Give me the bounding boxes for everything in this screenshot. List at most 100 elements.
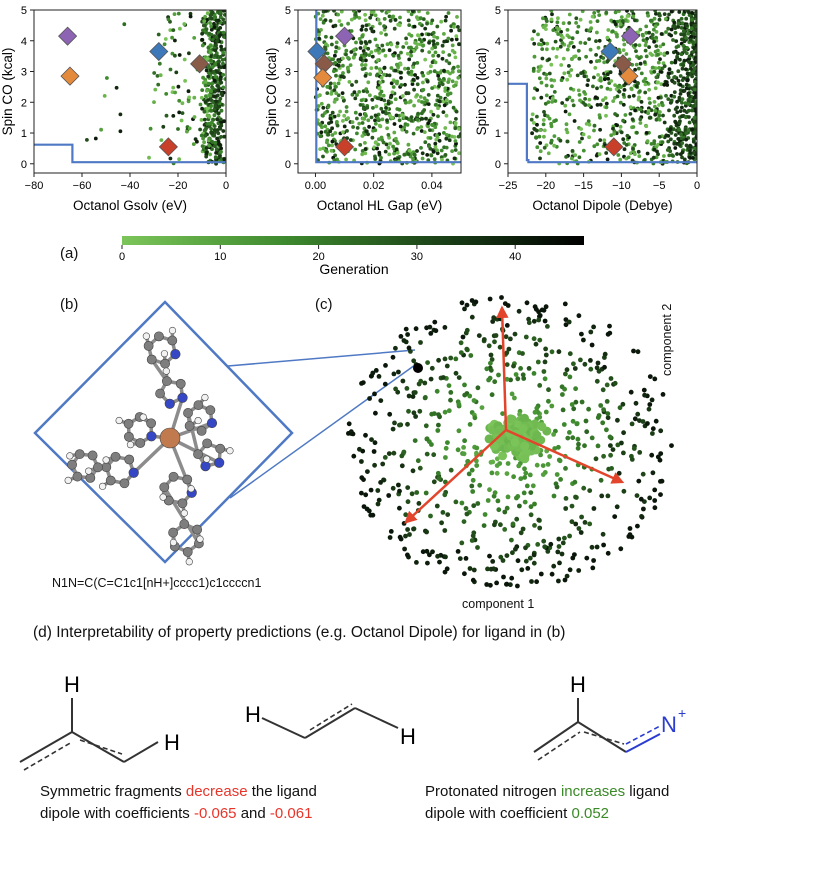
- scatter-point: [596, 73, 600, 77]
- scatter-point: [411, 156, 415, 161]
- scatter-point: [204, 154, 209, 159]
- scatter-point: [669, 60, 674, 65]
- scatter-point: [536, 69, 541, 73]
- scatter-point: [415, 93, 419, 97]
- scatter-point: [660, 140, 665, 145]
- scatter-point: [448, 120, 453, 125]
- pca-point: [563, 322, 569, 328]
- scatter-point: [633, 67, 637, 72]
- scatter-point: [342, 113, 347, 118]
- highlight-diamond-orange: [60, 66, 80, 86]
- scatter-point: [206, 74, 211, 79]
- scatter-point: [675, 105, 679, 110]
- scatter-point: [674, 39, 679, 43]
- molecule-atom: [93, 462, 103, 473]
- pca-point: [490, 559, 496, 564]
- scatter-point: [595, 142, 600, 147]
- scatter-point: [638, 117, 643, 122]
- scatter-point: [336, 93, 341, 98]
- scatter-point: [371, 106, 375, 110]
- scatter-point: [205, 57, 210, 61]
- scatter-point: [156, 32, 161, 37]
- scatter-point: [666, 139, 671, 144]
- scatter-point: [652, 69, 657, 74]
- scatter-point: [376, 17, 381, 22]
- pca-point: [407, 532, 412, 537]
- pca-point: [589, 544, 595, 550]
- scatter-point: [177, 110, 182, 115]
- pca-point: [430, 549, 435, 555]
- pca-point: [448, 355, 454, 361]
- scatter-point: [615, 123, 619, 128]
- scatter-point: [617, 89, 622, 94]
- scatter-point: [212, 78, 217, 83]
- scatter-point: [623, 18, 628, 23]
- scatter-point: [323, 18, 328, 22]
- scatter-point: [539, 80, 544, 85]
- scatter-point: [663, 17, 668, 21]
- pca-point: [607, 330, 613, 336]
- scatter-point: [219, 108, 224, 113]
- scatter-point: [180, 111, 185, 115]
- scatter-point: [684, 137, 688, 142]
- scatter-point: [388, 141, 392, 146]
- pca-point: [481, 523, 487, 528]
- scatter-point: [405, 123, 410, 127]
- pca-point: [444, 363, 450, 369]
- pca-point: [467, 566, 473, 571]
- scatter-point: [366, 80, 371, 85]
- pca-point: [458, 340, 464, 346]
- zoom-line-bottom: [229, 364, 416, 499]
- scatter-point: [168, 67, 173, 72]
- pca-point: [502, 527, 508, 532]
- scatter-point: [452, 84, 456, 88]
- scatter-point: [435, 24, 440, 29]
- scatter-point: [661, 113, 665, 118]
- pca-point: [518, 530, 524, 536]
- scatter-point: [622, 88, 627, 92]
- scatter-point: [218, 33, 222, 37]
- scatter-point: [692, 45, 696, 50]
- pca-point: [601, 542, 606, 548]
- scatter-point: [188, 11, 193, 16]
- pca-point: [600, 531, 606, 537]
- scatter-point: [367, 124, 371, 129]
- scatter-point: [118, 112, 123, 117]
- scatter-point: [686, 31, 691, 36]
- y-axis-label: Spin CO (kcal): [474, 48, 489, 136]
- scatter-point: [644, 54, 649, 59]
- scatter-point: [676, 25, 681, 29]
- svg-text:H: H: [570, 672, 586, 697]
- scatter-point: [554, 118, 558, 123]
- scatter-point: [171, 85, 176, 90]
- scatter-point: [442, 32, 446, 36]
- scatter-point: [325, 85, 330, 89]
- scatter-point: [364, 113, 368, 118]
- scatter-point: [689, 26, 694, 31]
- scatter-point: [336, 113, 341, 118]
- pca-point: [553, 481, 559, 487]
- scatter-point: [556, 16, 560, 21]
- scatter-point: [415, 117, 420, 122]
- scatter-point: [634, 84, 639, 89]
- pca-point: [535, 542, 541, 547]
- molecule-atom: [159, 482, 170, 493]
- pca-point: [437, 559, 442, 565]
- pca-selected-point: [413, 363, 423, 373]
- scatter-point: [406, 142, 411, 147]
- scatter-point: [623, 113, 628, 117]
- pca-point: [475, 501, 481, 506]
- scatter-point: [429, 64, 433, 69]
- scatter-point: [219, 91, 224, 96]
- scatter-point: [629, 86, 634, 91]
- axes-frame: [507, 9, 698, 174]
- scatter-point: [374, 104, 379, 109]
- scatter-point: [644, 124, 649, 129]
- scatter-point: [426, 32, 431, 37]
- scatter-point: [384, 32, 388, 37]
- pca-point: [448, 467, 454, 473]
- scatter-point: [433, 103, 438, 107]
- pca-point: [456, 428, 462, 434]
- pca-point: [494, 580, 499, 586]
